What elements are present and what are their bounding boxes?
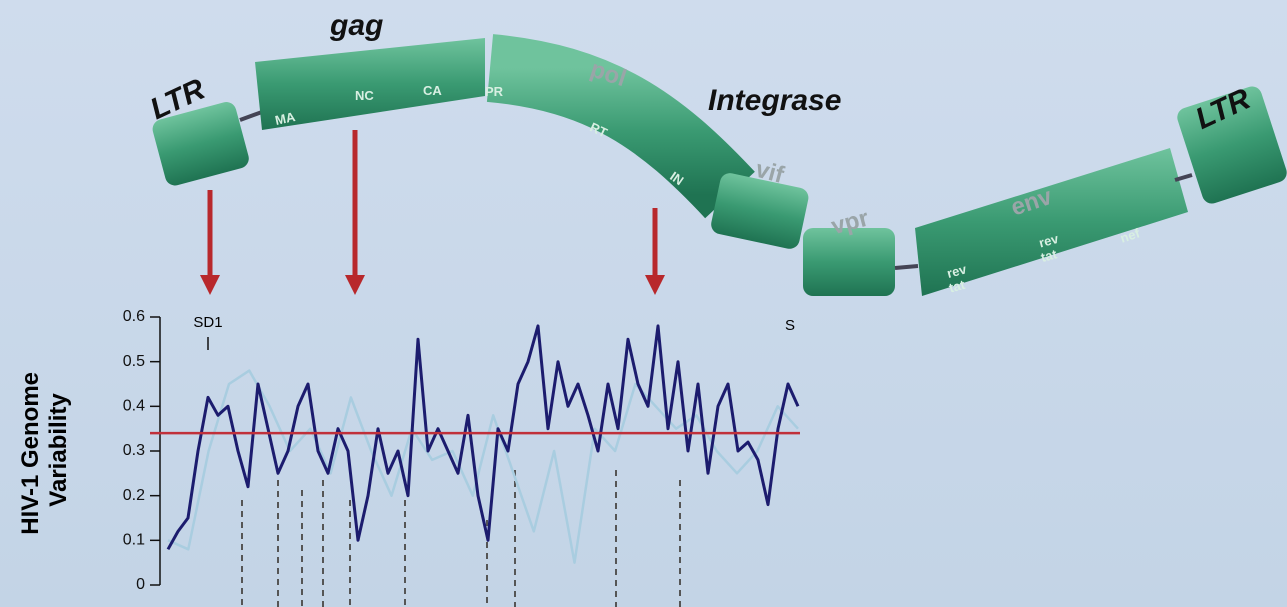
y-axis-label-line: HIV-1 Genome [17,372,44,535]
arrows [200,130,665,295]
label: rev [1037,231,1060,251]
linker [1174,173,1193,182]
label: RT [588,119,610,140]
y-tick-label: 0 [136,576,145,593]
y-tick-label: 0.1 [123,532,145,549]
series-line [166,324,800,551]
y-tick-label: 0.3 [123,442,145,459]
label: Integrase [708,84,841,117]
y-tick-label: 0.5 [123,353,145,370]
label: CA [423,83,442,98]
label: tat [1039,246,1059,265]
vpr-block [803,228,895,296]
linker [894,264,919,270]
label: NC [355,88,374,103]
y-tick-label: 0.6 [123,308,145,325]
gag-block [255,38,485,130]
label: MA [274,109,297,128]
label: tat [947,277,967,296]
ltr-left-block [152,102,249,186]
vif-block [711,173,809,249]
linker [239,110,263,122]
label: rev [945,261,968,281]
env-block [915,148,1188,296]
y-tick-label: 0.2 [123,487,145,504]
y-axis-label-line: Variability [45,393,72,507]
label: gag [329,9,383,42]
ltr-right-block [1177,86,1287,204]
label: nef [1118,225,1142,245]
annotation: S [785,317,795,334]
annotation: SD1 [193,314,222,331]
y-tick-label: 0.4 [123,398,145,415]
label: PR [485,84,504,99]
y-axis-label: HIV-1 Genome Variability [17,365,72,534]
pol-block [486,34,755,219]
genome: LTR gag MA NC CA pol PR RT IN Integrase … [145,9,1287,296]
